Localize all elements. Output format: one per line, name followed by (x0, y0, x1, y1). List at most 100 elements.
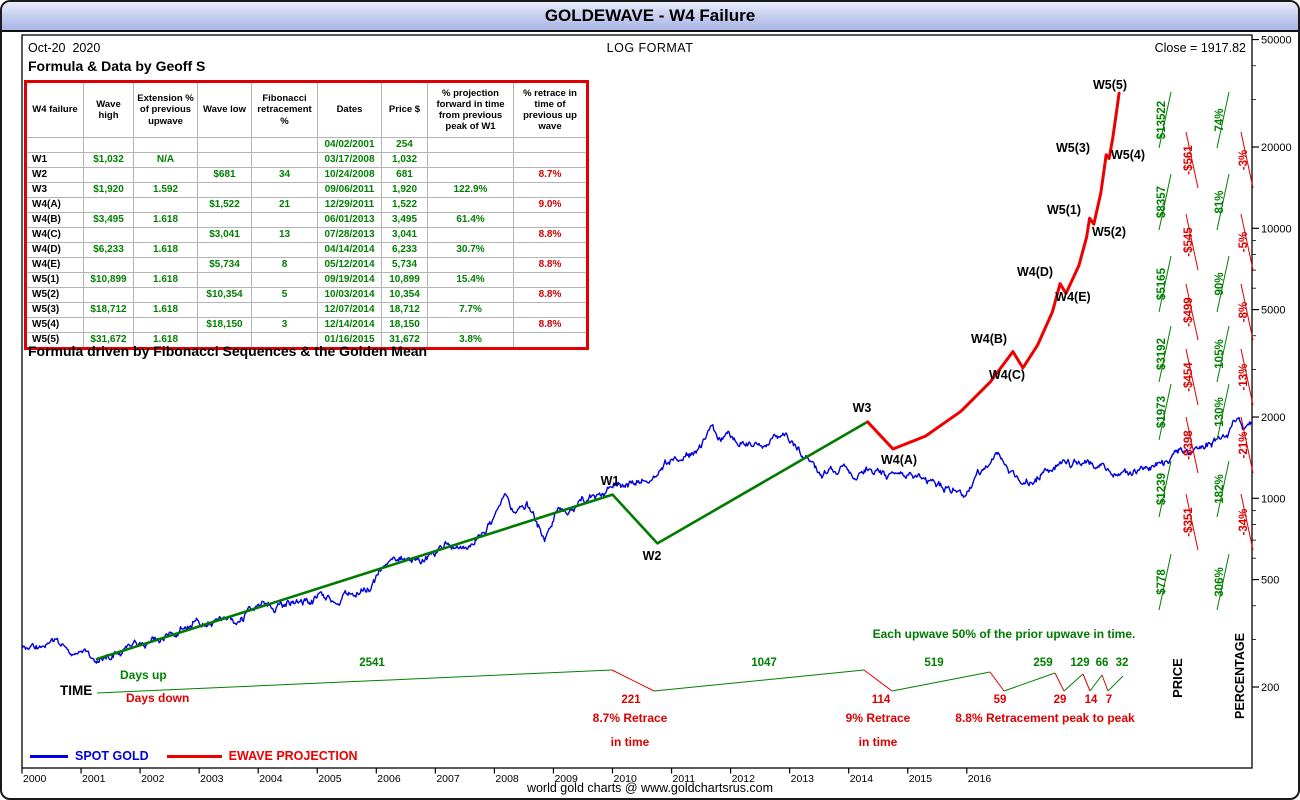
legend: SPOT GOLD EWAVE PROJECTION (30, 749, 358, 763)
annotation-value: 182% (1214, 474, 1226, 503)
wave-label: W5(5) (1093, 78, 1127, 92)
annotation-zigzag (1216, 553, 1230, 611)
table-cell: 15.4% (427, 272, 514, 288)
table-cell (513, 242, 588, 258)
x-tick-label: 2009 (554, 773, 578, 785)
table-cell: $18,712 (83, 302, 134, 318)
table-cell (251, 137, 318, 153)
days-label: 59 (994, 694, 1007, 706)
annotation-value: -$398 (1183, 430, 1195, 460)
annotation-value: 74% (1214, 108, 1226, 131)
wave-label: W1 (601, 474, 620, 488)
time-segment-down (989, 671, 1005, 692)
annotation-value: $1239 (1156, 473, 1168, 505)
time-segment-up (1089, 674, 1103, 692)
annotation-zigzag (1216, 460, 1230, 518)
spot-gold-series (21, 416, 1253, 664)
wave-label: W5(1) (1047, 203, 1081, 217)
table-cell (83, 317, 134, 333)
table-cell: 07/28/2013 (317, 227, 382, 243)
y-tick-label: 500 (1261, 575, 1279, 587)
time-segment-up (891, 671, 991, 692)
table-cell: 3 (251, 317, 318, 333)
days-label: 2541 (359, 657, 385, 669)
table-header: % retrace in time of previous up wave (513, 81, 588, 138)
time-axis-label: TIME (60, 683, 92, 698)
annotation-zigzag (1185, 493, 1199, 551)
table-cell (83, 227, 134, 243)
x-tick-label: 2015 (909, 773, 933, 785)
y-tick-label: 1000 (1261, 493, 1285, 505)
table-cell: $18,150 (197, 317, 252, 333)
annotation-zigzag (1240, 213, 1254, 271)
annotation-value: $3192 (1156, 338, 1168, 370)
annotation-zigzag (1158, 255, 1172, 313)
table-cell (513, 272, 588, 288)
table-cell: $10,899 (83, 272, 134, 288)
annotation-zigzag (1158, 383, 1172, 441)
table-cell: 10/03/2014 (317, 287, 382, 303)
x-tick-label: 2008 (495, 773, 519, 785)
annotation-zigzag (1158, 173, 1172, 231)
credit-line: Formula & Data by Geoff S (28, 58, 206, 74)
spot-gold-line-sample (30, 754, 68, 758)
annotation-value: -34% (1238, 509, 1250, 536)
table-cell (197, 152, 252, 168)
annotation-zigzag (1216, 91, 1230, 149)
table-cell (197, 137, 252, 153)
table-cell (133, 257, 198, 273)
annotation-value: -$545 (1183, 227, 1195, 257)
table-row: W5(1) $10,899 1.618 09/19/2014 10,899 15.4% (25, 272, 588, 288)
days-label: 129 (1070, 657, 1089, 669)
annotation-value: 130% (1214, 397, 1226, 426)
days-label: 519 (924, 657, 943, 669)
wave-trend-line-line (95, 420, 869, 661)
x-tick-label: 2005 (318, 773, 342, 785)
table-row: W1 $1,032 N/A 03/17/2008 1,032 (25, 152, 588, 168)
table-row: W5(5) $31,672 1.618 01/16/2015 31,672 3.8% (25, 332, 588, 349)
table-cell: $10,354 (197, 287, 252, 303)
days-down-label: Days down (126, 691, 189, 705)
x-tick-label: 2001 (82, 773, 106, 785)
annotation-zigzag (1185, 283, 1199, 341)
table-cell (133, 287, 198, 303)
table-cell: 122.9% (427, 182, 514, 198)
x-tick-label: 2016 (968, 773, 992, 785)
table-row: 04/02/2001 254 (25, 137, 588, 153)
annotation-value: $13522 (1156, 101, 1168, 139)
table-cell: $3,041 (197, 227, 252, 243)
time-segment-up (96, 669, 613, 694)
table-cell: W3 (25, 182, 84, 198)
x-tick-label: 2007 (436, 773, 460, 785)
table-cell (251, 302, 318, 318)
annotation-zigzag (1216, 325, 1230, 383)
table-cell: 18,712 (381, 302, 428, 318)
table-cell (427, 227, 514, 243)
annotation-zigzag (1240, 283, 1254, 341)
table-cell (513, 137, 588, 153)
price-axis-label: PRICE (1170, 658, 1185, 698)
annotation-value: $8357 (1156, 186, 1168, 218)
table-cell (513, 182, 588, 198)
table-row: W4(E) $5,734 8 05/12/2014 5,734 8.8% (25, 257, 588, 273)
table-cell: 09/06/2011 (317, 182, 382, 198)
spot-gold-legend-label: SPOT GOLD (75, 749, 149, 763)
table-cell: 7.7% (427, 302, 514, 318)
table-cell (513, 332, 588, 349)
table-cell (251, 212, 318, 228)
table-cell: 681 (381, 167, 428, 183)
wave-label: W3 (853, 401, 872, 415)
table-cell: W1 (25, 152, 84, 168)
annotation-value: $5165 (1156, 267, 1168, 300)
y-tick-label: 2000 (1261, 412, 1285, 424)
annotation-value: -5% (1238, 232, 1250, 252)
time-segment-down (1101, 674, 1109, 692)
annotation-zigzag (1240, 416, 1254, 474)
table-header: % projection forward in time from previo… (427, 81, 514, 138)
table-header-row: W4 failure Wave high Extension % of previo… (25, 81, 588, 138)
annotation-value: -$351 (1183, 507, 1195, 537)
wave-label: W4(C) (989, 368, 1025, 382)
annotation-zigzag (1158, 91, 1172, 149)
table-cell: W4(D) (25, 242, 84, 258)
table-cell: W5(3) (25, 302, 84, 318)
